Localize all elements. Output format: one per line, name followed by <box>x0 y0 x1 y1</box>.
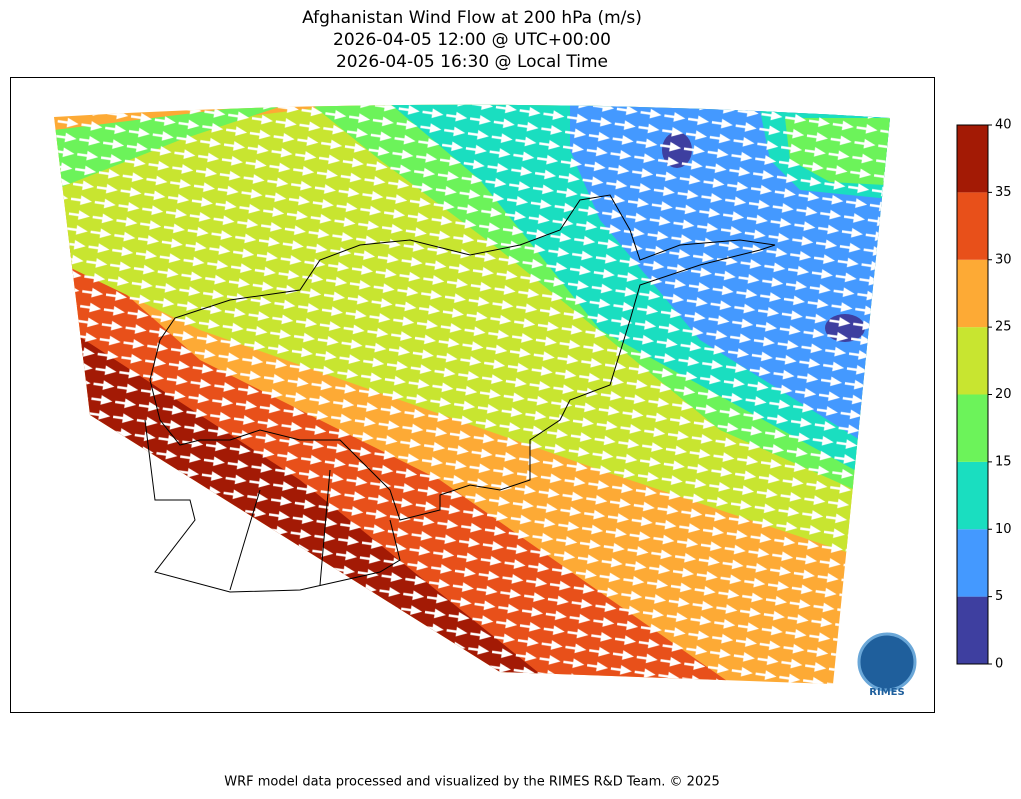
colorbar-tick-label: 35 <box>995 185 1012 200</box>
colorbar-segment <box>957 125 988 193</box>
colorbar-segment <box>957 259 988 328</box>
colorbar-tick-label: 30 <box>995 252 1012 267</box>
colorbar: 0 5 10 15 20 25 30 35 40 <box>956 118 1012 672</box>
logo-text: RIMES <box>869 687 904 698</box>
colorbar-tick-label: 40 <box>995 118 1012 133</box>
boundaries <box>144 194 776 593</box>
colorbar-tick-label: 20 <box>995 387 1012 402</box>
logo-emblem <box>857 632 917 692</box>
colorbar-segment <box>957 461 988 530</box>
title-line: 2026-04-05 16:30 @ Local Time <box>336 52 608 72</box>
colorbar-segment <box>957 596 988 664</box>
wind-field <box>54 104 890 684</box>
footer: WRF model data processed and visualized … <box>224 775 720 790</box>
colorbar-segment <box>957 192 988 260</box>
title-line: 2026-04-05 12:00 @ UTC+00:00 <box>333 30 611 50</box>
colorbar-tick-label: 15 <box>995 454 1012 469</box>
logo: RIMES <box>857 632 917 698</box>
colorbar-segment <box>957 327 988 395</box>
colorbar-tick-label: 5 <box>995 589 1003 604</box>
colorbar-tick-label: 25 <box>995 320 1012 335</box>
colorbar-segment <box>957 394 988 462</box>
title-line: Afghanistan Wind Flow at 200 hPa (m/s) <box>302 8 642 28</box>
colorbar-segment <box>957 529 988 597</box>
colorbar-tick-label: 0 <box>995 657 1003 672</box>
colorbar-tick-label: 10 <box>995 522 1012 537</box>
map-frame <box>10 77 935 713</box>
